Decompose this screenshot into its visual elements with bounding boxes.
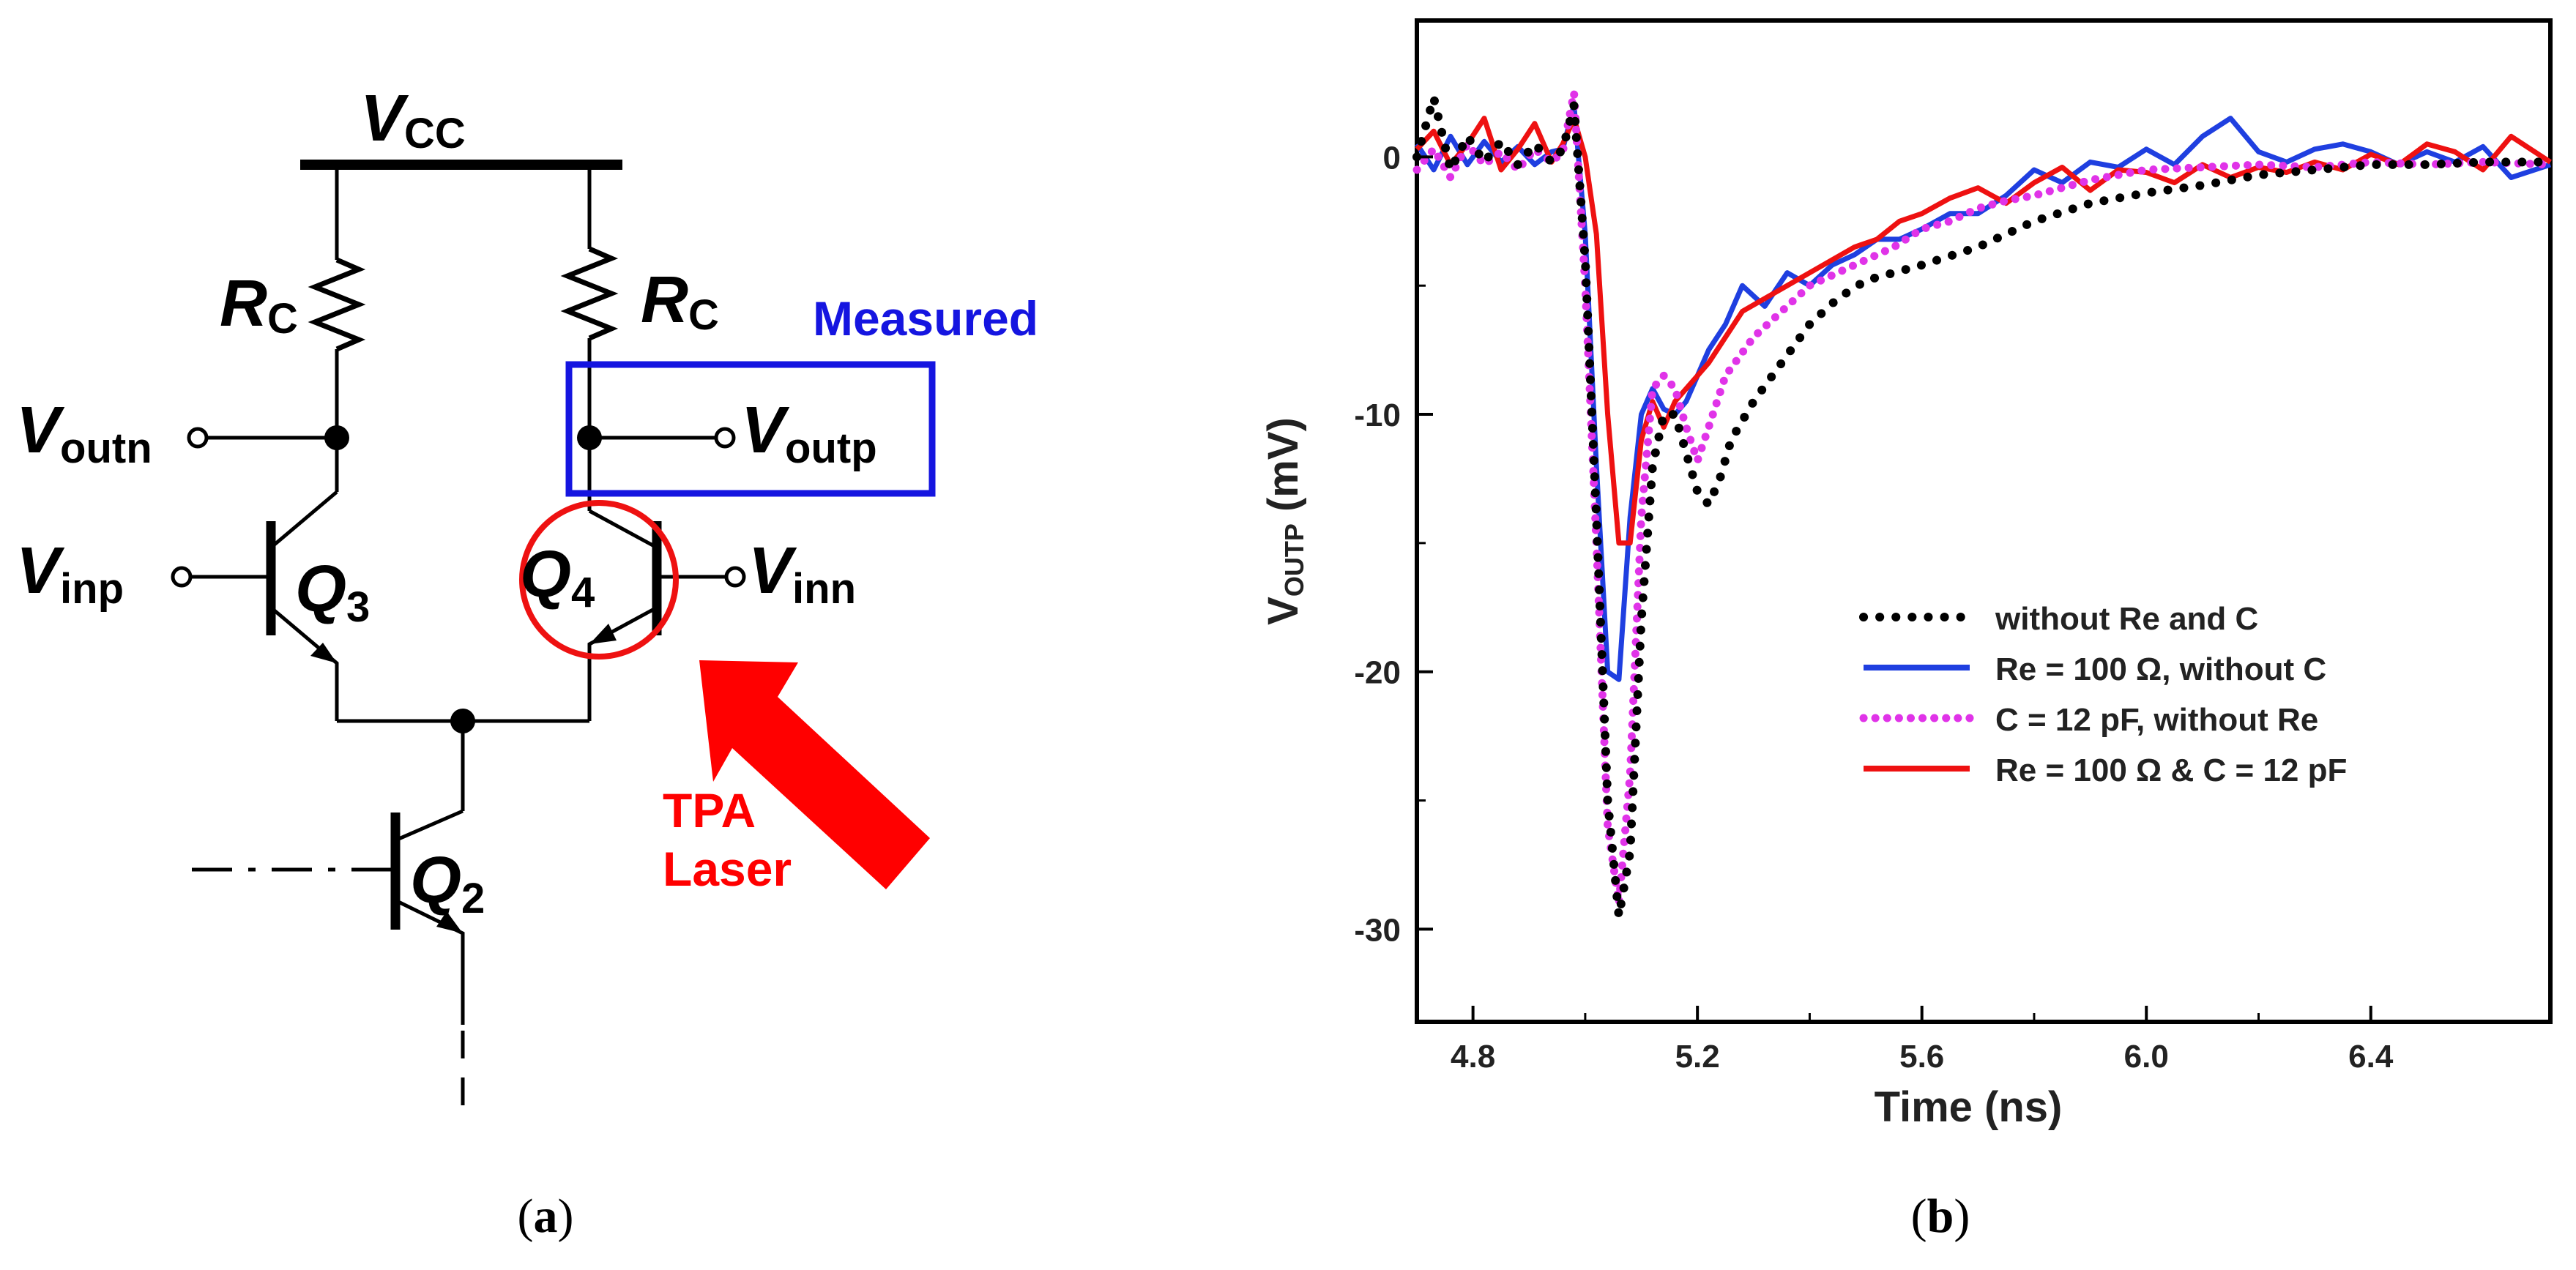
q4-emitter-arrow	[589, 624, 617, 644]
series-line-2	[1412, 89, 2555, 908]
vinp-terminal	[171, 566, 193, 588]
measured-label: Measured	[813, 291, 1038, 345]
vinp-label: Vinp	[16, 534, 124, 613]
legend-label-3: Re = 100 Ω & C = 12 pF	[1995, 752, 2347, 788]
y-tick-label: -30	[1354, 912, 1401, 948]
measured-box	[565, 361, 936, 497]
resistor-left	[308, 257, 366, 352]
y-tick-label: 0	[1383, 140, 1401, 176]
legend-label-1: Re = 100 Ω, without C	[1995, 651, 2326, 687]
q2-emitter-arrow	[436, 911, 463, 933]
q4-collector	[588, 509, 658, 550]
voutn-label: Voutn	[16, 394, 152, 472]
voutp-label: Voutp	[741, 394, 877, 472]
q3-label: Q3	[295, 553, 370, 631]
q3-emitter-arrow	[310, 643, 337, 663]
rc-right-label: RC	[641, 264, 719, 339]
chart: 4.8 5.2 5.6 6.0 6.4 0 -10 -20 -30 Time (ns) VOUT…	[1259, 18, 2555, 1243]
axes-ticks: 4.8 5.2 5.6 6.0 6.4 0 -10 -20 -30	[1354, 140, 2393, 1075]
caption-b: (b)	[1911, 1189, 1970, 1243]
plot-frame	[1415, 18, 2553, 1024]
q2-collector	[395, 809, 464, 843]
laser-arrow	[699, 660, 930, 889]
x-tick-label: 4.8	[1451, 1039, 1495, 1075]
y-tick-label: -20	[1354, 655, 1401, 691]
q2-emitter	[394, 898, 465, 1025]
q2-label: Q2	[410, 844, 485, 922]
laser-label-line2: Laser	[663, 842, 792, 896]
series-line-3	[1415, 116, 2552, 546]
y-tick-label: -10	[1354, 397, 1401, 433]
q4-emitter	[587, 605, 658, 721]
y-axis-title: VOUTP (mV)	[1259, 417, 1309, 625]
voutn-terminal	[187, 427, 209, 449]
x-tick-label: 6.4	[2348, 1039, 2394, 1075]
legend: without Re and C Re = 100 Ω, without C C…	[1859, 601, 2347, 788]
circuit-diagram: VCC RC RC Voutn Voutp Measured Vinp	[16, 82, 1038, 1243]
laser-label-line1: TPA	[663, 783, 756, 837]
q3-collector	[269, 490, 338, 549]
x-axis-title: Time (ns)	[1875, 1083, 2063, 1131]
series-line-0	[1412, 93, 2555, 921]
x-tick-label: 5.2	[1675, 1039, 1720, 1075]
legend-label-2: C = 12 pF, without Re	[1995, 702, 2318, 738]
q4-label: Q4	[520, 538, 595, 616]
series-group	[1412, 89, 2555, 921]
voutp-terminal	[714, 427, 736, 449]
x-tick-label: 5.6	[1899, 1039, 1944, 1075]
caption-a: (a)	[518, 1189, 574, 1243]
x-tick-label: 6.0	[2124, 1039, 2169, 1075]
vinn-terminal	[724, 566, 746, 588]
vinn-label: Vinn	[748, 534, 856, 613]
legend-label-0: without Re and C	[1995, 601, 2258, 637]
resistor-right	[560, 246, 619, 341]
q4-highlight-circle	[519, 500, 679, 660]
vcc-label: VCC	[360, 82, 466, 157]
rc-left-label: RC	[220, 267, 298, 343]
